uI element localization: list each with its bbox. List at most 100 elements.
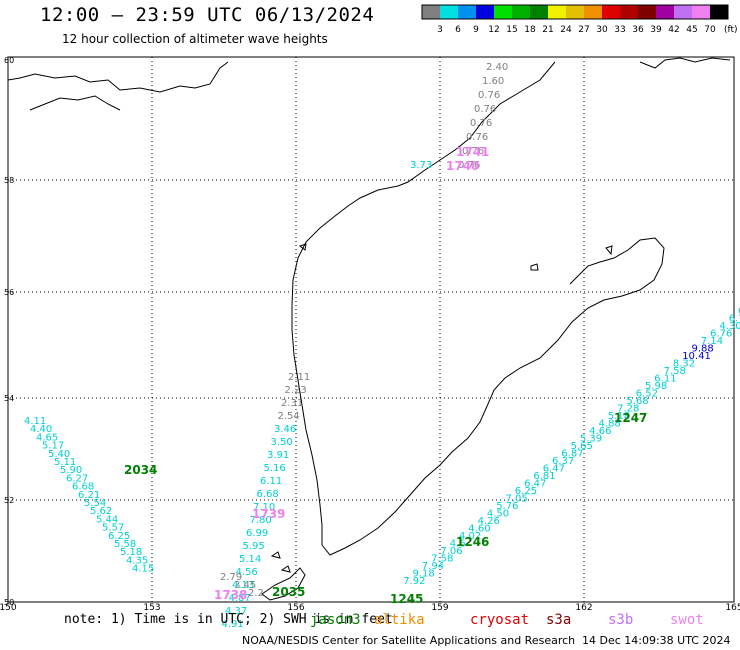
wave-height-value: 4.40 bbox=[30, 424, 52, 435]
wave-height-value: 9.18 bbox=[413, 569, 435, 580]
wave-height-value: 3.45 bbox=[234, 580, 256, 591]
color-legend: 3 6 9 12 15 18 21 24 27 30 33 36 39 42 45 70 (ft) bbox=[421, 4, 738, 35]
map-frame bbox=[7, 56, 735, 603]
wave-height-value: 6.76 bbox=[738, 306, 740, 317]
altimeter-tracks: 2.40 1.60 0.76 0.76 0.76 0.76 0.76 0.76 3.73 2.11… bbox=[24, 62, 740, 630]
legend-label: 6 bbox=[455, 25, 461, 35]
wave-height-value: 7.28 bbox=[617, 404, 639, 415]
satellite-label-altika: altika bbox=[374, 612, 425, 628]
wave-height-value: 0.76 bbox=[474, 104, 496, 115]
wave-height-value: 4.35 bbox=[126, 555, 148, 566]
wave-height-value: 5.54 bbox=[84, 498, 106, 509]
wave-height-value: 2.31 bbox=[281, 398, 303, 409]
wave-height-value: 1.60 bbox=[482, 76, 504, 87]
wave-height-value: 4.87 bbox=[229, 593, 251, 604]
footer-note: note: 1) Time is in UTC; 2) SWH is in fe… bbox=[64, 612, 393, 627]
wave-height-value: 7.58 bbox=[664, 366, 686, 377]
wave-height-value: 5.14 bbox=[239, 554, 261, 565]
pass-time-label: 1247 bbox=[614, 411, 647, 425]
latitude-tick: 56 bbox=[4, 288, 14, 297]
wave-height-value: 6.11 bbox=[654, 374, 676, 385]
legend-label: 42 bbox=[668, 25, 679, 35]
wave-height-value: 4.88 bbox=[599, 419, 621, 430]
legend-swatch bbox=[674, 5, 692, 19]
timestamp-text: 14 Dec 14:09:38 UTC 2024 bbox=[582, 634, 731, 647]
satellite-label-cryosat: cryosat bbox=[470, 612, 530, 628]
wave-height-value: 6.81 bbox=[533, 471, 555, 482]
wave-height-value: 5.62 bbox=[90, 506, 112, 517]
wave-height-value: 3.46 bbox=[274, 424, 296, 435]
wave-height-value: 4.11 bbox=[24, 416, 46, 427]
legend-frame bbox=[421, 4, 729, 20]
latitude-labels: 50 52 54 56 58 60 bbox=[4, 56, 14, 607]
legend-swatch bbox=[530, 5, 548, 19]
credit-text: NOAA/NESDIS Center for Satellite Applica… bbox=[242, 634, 576, 647]
wave-height-value: 8.32 bbox=[673, 359, 695, 370]
legend-swatch bbox=[476, 5, 494, 19]
legend-swatch bbox=[458, 5, 476, 19]
wave-height-value: 7.92 bbox=[403, 576, 425, 587]
legend-label: 36 bbox=[632, 25, 644, 35]
wave-height-value: 6.25 bbox=[515, 486, 537, 497]
wave-height-value: 4.37 bbox=[225, 606, 247, 617]
wave-height-value: 4.26 bbox=[478, 516, 500, 527]
wave-height-value: 7.94 bbox=[422, 561, 444, 572]
legend-swatch bbox=[512, 5, 530, 19]
wave-height-value: 5.90 bbox=[60, 465, 82, 476]
wave-height-value: 5.44 bbox=[96, 514, 118, 525]
pass-time-label: 1738 bbox=[214, 588, 247, 602]
wave-height-value: 0.76 bbox=[466, 132, 488, 143]
longitude-tick: 159 bbox=[431, 603, 448, 613]
wave-height-value: 6.47 bbox=[524, 479, 546, 490]
wave-height-value: 4.66 bbox=[589, 426, 611, 437]
wave-height-value: 0.76 bbox=[462, 146, 484, 157]
wave-height-value: 5.76 bbox=[496, 501, 518, 512]
legend-label: 15 bbox=[506, 25, 517, 35]
legend-label: 18 bbox=[524, 25, 536, 35]
wave-height-value: 3.73 bbox=[410, 160, 432, 171]
wave-height-value: 3.91 bbox=[267, 450, 289, 461]
wave-height-value: 6.87 bbox=[561, 449, 583, 460]
wave-height-value: 4.15 bbox=[132, 564, 154, 575]
legend-unit: (ft) bbox=[724, 25, 738, 35]
wave-height-value: 4.56 bbox=[236, 567, 258, 578]
wave-height-value: 4.91 bbox=[222, 619, 244, 630]
wave-height-value: 5.17 bbox=[42, 441, 64, 452]
wave-height-value: 5.65 bbox=[571, 441, 593, 452]
wave-height-value: 4.6 bbox=[450, 539, 466, 550]
wave-height-value: 6.52 bbox=[636, 389, 658, 400]
legend-swatch bbox=[494, 5, 512, 19]
legend-swatch bbox=[602, 5, 620, 19]
graticule bbox=[8, 57, 734, 602]
wave-height-value: 6.76 bbox=[710, 329, 732, 340]
wave-height-value: 7.06 bbox=[440, 546, 462, 557]
longitude-tick: 165 bbox=[725, 603, 740, 613]
longitude-tick: 150 bbox=[0, 603, 17, 613]
satellite-label-jason3: jason3 bbox=[310, 612, 361, 628]
satellite-label-s3b: s3b bbox=[608, 612, 634, 628]
wave-height-value: 6.99 bbox=[246, 528, 268, 539]
wave-height-value: 6.73 bbox=[729, 314, 740, 325]
page-title: 12:00 – 23:59 UTC 06/13/2024 bbox=[40, 4, 375, 26]
wave-height-value: 2.79 bbox=[220, 572, 242, 583]
longitude-tick: 153 bbox=[143, 603, 160, 613]
wave-height-value: 5.98 bbox=[645, 381, 667, 392]
wave-height-value: 6.68 bbox=[257, 489, 279, 500]
legend-label: 24 bbox=[560, 25, 572, 35]
legend-label: 39 bbox=[650, 25, 662, 35]
legend-swatch bbox=[566, 5, 584, 19]
wave-height-value: 5.18 bbox=[120, 547, 142, 558]
legend-swatch bbox=[620, 5, 638, 19]
satellite-label-s3a: s3a bbox=[546, 612, 572, 628]
coastline bbox=[7, 57, 731, 601]
legend-label: 21 bbox=[542, 25, 553, 35]
wave-height-value: 0.76 bbox=[478, 90, 500, 101]
longitude-labels: 150 153 156 159 162 165 bbox=[0, 603, 740, 613]
wave-height-value: 4.60 bbox=[468, 524, 490, 535]
wave-height-value: 7.05 bbox=[506, 494, 528, 505]
legend-label: 3 bbox=[437, 25, 443, 35]
wave-height-value: 5.40 bbox=[48, 449, 70, 460]
wave-height-value: 0.76 bbox=[458, 160, 480, 171]
wave-height-value: 5.57 bbox=[102, 523, 124, 534]
wave-height-value: 4.13 bbox=[232, 580, 254, 591]
